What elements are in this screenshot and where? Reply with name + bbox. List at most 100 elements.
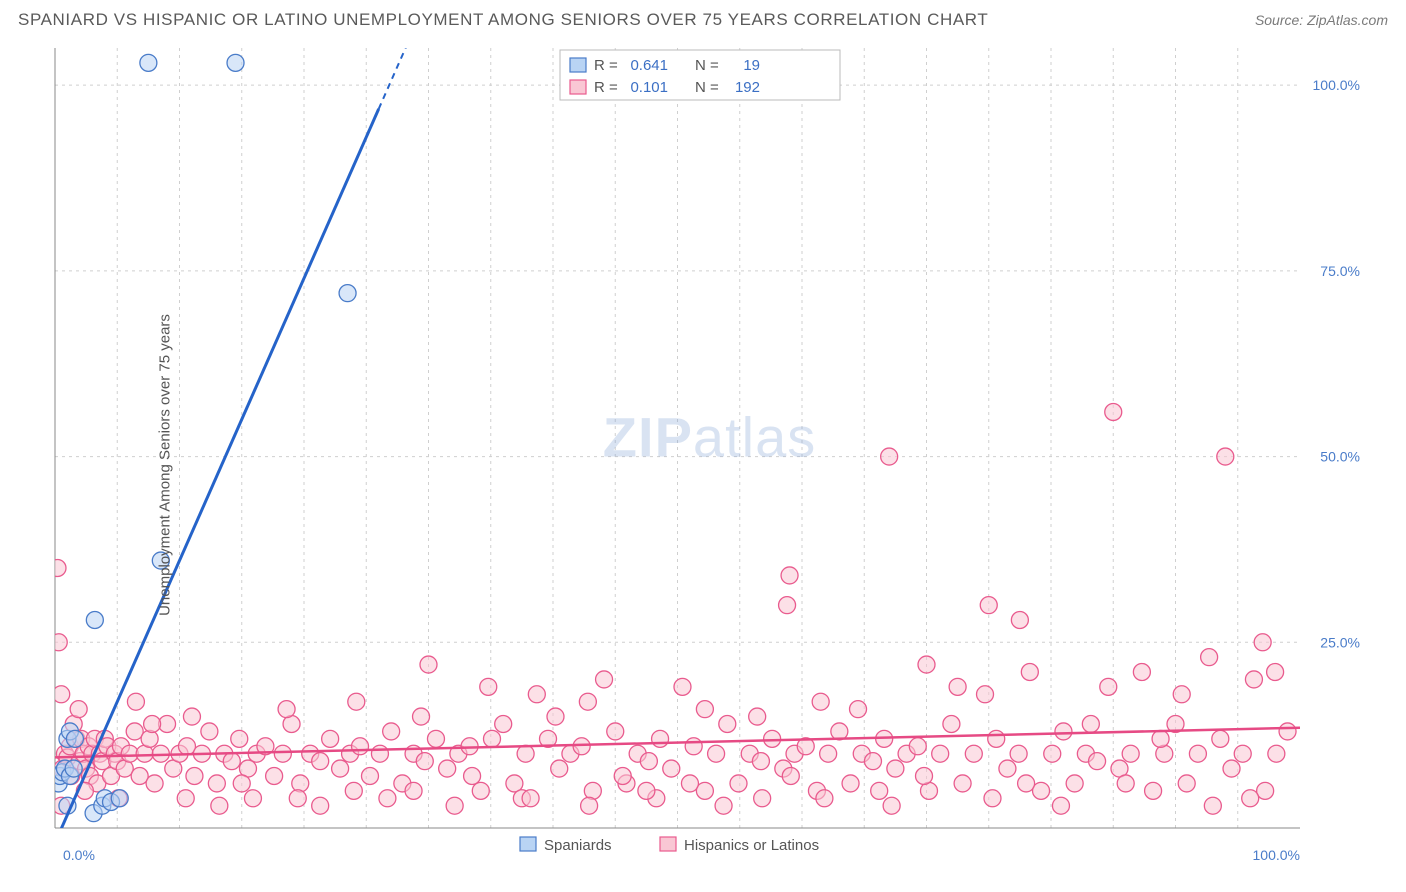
data-point-pink xyxy=(932,745,949,762)
data-point-pink xyxy=(1021,664,1038,681)
data-point-pink xyxy=(379,790,396,807)
data-point-pink xyxy=(916,768,933,785)
data-point-pink xyxy=(274,745,291,762)
x-tick-label: 100.0% xyxy=(1253,847,1300,863)
data-point-pink xyxy=(943,716,960,733)
data-point-pink xyxy=(1267,664,1284,681)
data-point-pink xyxy=(1242,790,1259,807)
data-point-pink xyxy=(446,797,463,814)
data-point-pink xyxy=(965,745,982,762)
data-point-pink xyxy=(1066,775,1083,792)
data-point-blue xyxy=(111,790,128,807)
scatter-chart: 25.0%50.0%75.0%100.0%0.0%100.0%ZIPatlasR… xyxy=(0,38,1406,892)
x-tick-label: 0.0% xyxy=(63,847,95,863)
data-point-pink xyxy=(674,678,691,695)
data-point-pink xyxy=(1178,775,1195,792)
data-point-pink xyxy=(348,693,365,710)
data-point-pink xyxy=(685,738,702,755)
data-point-pink xyxy=(1117,775,1134,792)
data-point-pink xyxy=(70,701,87,718)
data-point-pink xyxy=(696,701,713,718)
data-point-pink xyxy=(332,760,349,777)
data-point-pink xyxy=(764,730,781,747)
data-point-pink xyxy=(53,686,70,703)
data-point-pink xyxy=(480,678,497,695)
data-point-pink xyxy=(1145,782,1162,799)
data-point-pink xyxy=(1082,716,1099,733)
bottom-swatch-blue xyxy=(520,837,536,851)
data-point-pink xyxy=(871,782,888,799)
data-point-pink xyxy=(842,775,859,792)
data-point-pink xyxy=(1044,745,1061,762)
data-point-pink xyxy=(754,790,771,807)
data-point-pink xyxy=(949,678,966,695)
data-point-pink xyxy=(483,730,500,747)
data-point-pink xyxy=(1279,723,1296,740)
legend-n-label: N = xyxy=(695,57,719,74)
data-point-pink xyxy=(1254,634,1271,651)
data-point-pink xyxy=(383,723,400,740)
data-point-pink xyxy=(640,753,657,770)
trend-line-blue-dashed xyxy=(379,38,429,109)
data-point-pink xyxy=(352,738,369,755)
data-point-pink xyxy=(812,693,829,710)
data-point-pink xyxy=(850,701,867,718)
y-axis-label: Unemployment Among Seniors over 75 years xyxy=(156,314,173,616)
legend-r-blue: 0.641 xyxy=(630,57,668,74)
data-point-blue xyxy=(86,612,103,629)
data-point-pink xyxy=(186,768,203,785)
data-point-pink xyxy=(405,782,422,799)
data-point-pink xyxy=(977,686,994,703)
data-point-pink xyxy=(749,708,766,725)
data-point-pink xyxy=(579,693,596,710)
bottom-legend-pink: Hispanics or Latinos xyxy=(684,837,819,854)
data-point-pink xyxy=(954,775,971,792)
data-point-pink xyxy=(420,656,437,673)
data-point-pink xyxy=(1245,671,1262,688)
data-point-pink xyxy=(614,768,631,785)
data-point-pink xyxy=(146,775,163,792)
data-point-pink xyxy=(495,716,512,733)
bottom-swatch-pink xyxy=(660,837,676,851)
data-point-pink xyxy=(999,760,1016,777)
data-point-pink xyxy=(918,656,935,673)
data-point-pink xyxy=(183,708,200,725)
data-point-pink xyxy=(1204,797,1221,814)
data-point-pink xyxy=(371,745,388,762)
data-point-pink xyxy=(715,797,732,814)
data-point-pink xyxy=(984,790,1001,807)
data-point-pink xyxy=(528,686,545,703)
y-tick-label: 25.0% xyxy=(1320,634,1360,650)
data-point-pink xyxy=(292,775,309,792)
data-point-pink xyxy=(266,768,283,785)
data-point-pink xyxy=(782,768,799,785)
data-point-pink xyxy=(887,760,904,777)
data-point-pink xyxy=(820,745,837,762)
legend-r-pink: 0.101 xyxy=(630,79,668,96)
data-point-pink xyxy=(177,790,194,807)
data-point-pink xyxy=(472,782,489,799)
data-point-pink xyxy=(781,567,798,584)
data-point-pink xyxy=(141,730,158,747)
data-point-pink xyxy=(883,797,900,814)
data-point-pink xyxy=(980,597,997,614)
data-point-pink xyxy=(607,723,624,740)
data-point-pink xyxy=(49,560,66,577)
data-point-pink xyxy=(244,790,261,807)
data-point-pink xyxy=(581,797,598,814)
data-point-pink xyxy=(1156,745,1173,762)
data-point-blue xyxy=(227,54,244,71)
data-point-pink xyxy=(208,775,225,792)
data-point-pink xyxy=(1052,797,1069,814)
data-point-pink xyxy=(223,753,240,770)
data-point-pink xyxy=(312,797,329,814)
watermark: ZIPatlas xyxy=(603,406,816,469)
data-point-pink xyxy=(752,753,769,770)
data-point-pink xyxy=(663,760,680,777)
data-point-pink xyxy=(211,797,228,814)
data-point-pink xyxy=(1122,745,1139,762)
data-point-pink xyxy=(416,753,433,770)
legend-r-label: R = xyxy=(594,79,618,96)
y-tick-label: 75.0% xyxy=(1320,263,1360,279)
data-point-pink xyxy=(201,723,218,740)
